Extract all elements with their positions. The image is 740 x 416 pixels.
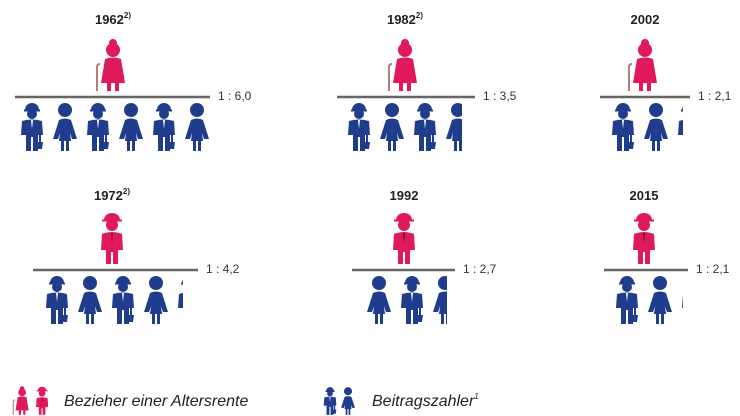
contributor-icon (78, 276, 102, 324)
ratio-label: 1 : 4,2 (206, 262, 240, 276)
pensioner-icon (633, 213, 655, 264)
ratio-label: 1 : 6,0 (218, 89, 252, 103)
contributor-icon (152, 102, 176, 152)
contributor-icon (644, 103, 668, 151)
contributors (611, 102, 683, 152)
pensioner-icon (388, 38, 418, 92)
contributors (347, 102, 462, 152)
legend-note: 1 (474, 392, 478, 401)
panel: 2002 1 : 2,1 (600, 12, 732, 152)
legend-icon (36, 386, 49, 415)
contributor-icon (177, 275, 183, 325)
pensioner-icon (393, 213, 415, 264)
contributor-icon (611, 102, 635, 152)
legend-label: Beitragszahler (372, 393, 475, 410)
year-note: 2) (123, 187, 130, 196)
year: 1972 (94, 188, 123, 203)
contributor-icon (86, 102, 110, 152)
year: 1982 (387, 12, 416, 27)
legend-icon (12, 385, 30, 416)
panel: 2015 1 : 2,1 (604, 188, 730, 325)
contributor-icon (45, 275, 69, 325)
year: 1992 (390, 188, 419, 203)
panel-year: 19622) (95, 11, 131, 27)
legend-label: Bezieher einer Altersrente (64, 393, 248, 410)
contributors (20, 102, 209, 152)
contributor-icon (433, 276, 447, 324)
legend: Bezieher einer Altersrente Beitragszahle… (12, 385, 479, 416)
contributors (367, 275, 447, 325)
ratio-label: 1 : 2,7 (463, 262, 497, 276)
contributor-icon (119, 103, 143, 151)
ratio-label: 1 : 2,1 (696, 262, 730, 276)
contributors (45, 275, 183, 325)
legend-label: Beitragszahler1 (372, 392, 479, 410)
panel-year: 2015 (630, 188, 659, 203)
legend-icon (323, 386, 337, 416)
contributor-icon (413, 102, 437, 152)
panel: 19622) 1 : 6,0 (15, 11, 252, 152)
contributor-icon (53, 103, 77, 151)
legend-icon (341, 387, 355, 415)
contributor-icon (111, 275, 135, 325)
contributor-icon (185, 103, 209, 151)
ratio-label: 1 : 2,1 (698, 89, 732, 103)
pensioner-icon (101, 213, 123, 264)
year-note: 2) (124, 11, 131, 20)
year: 2015 (630, 188, 659, 203)
panel-year: 1992 (390, 188, 419, 203)
panel: 19722) 1 : 4,2 (33, 187, 240, 325)
pensioner-icon (96, 38, 126, 92)
contributor-icon (615, 275, 639, 325)
year: 2002 (631, 12, 660, 27)
contributor-icon (20, 102, 44, 152)
contributor-icon (144, 276, 168, 324)
contributor-icon (380, 103, 404, 151)
contributor-icon (648, 276, 672, 324)
contributors (615, 275, 683, 325)
contributor-icon (677, 102, 683, 152)
pensioner-icon (628, 38, 658, 92)
contributor-icon (400, 275, 424, 325)
panel-year: 19822) (387, 11, 423, 27)
ratio-label: 1 : 3,5 (483, 89, 517, 103)
contributor-icon (347, 102, 371, 152)
contributor-icon (367, 276, 391, 324)
year-note: 2) (416, 11, 423, 20)
panel: 19822) 1 : 3,5 (337, 11, 517, 152)
panel-year: 19722) (94, 187, 130, 203)
contributor-icon (446, 103, 462, 151)
contributor-icon (681, 275, 683, 325)
panel-year: 2002 (631, 12, 660, 27)
panel: 1992 1 : 2,7 (352, 188, 497, 325)
year: 1962 (95, 12, 124, 27)
